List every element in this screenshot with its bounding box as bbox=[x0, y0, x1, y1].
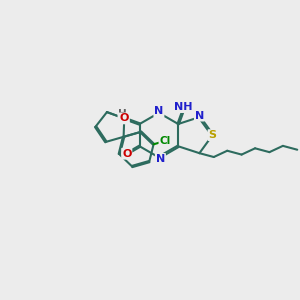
Text: Cl: Cl bbox=[159, 136, 171, 146]
Text: O: O bbox=[122, 149, 131, 159]
Text: O: O bbox=[120, 113, 129, 123]
Text: N: N bbox=[154, 106, 164, 116]
Text: N: N bbox=[195, 111, 204, 121]
Text: NH: NH bbox=[174, 102, 193, 112]
Text: H: H bbox=[118, 109, 127, 118]
Text: S: S bbox=[208, 130, 217, 140]
Text: N: N bbox=[156, 154, 165, 164]
